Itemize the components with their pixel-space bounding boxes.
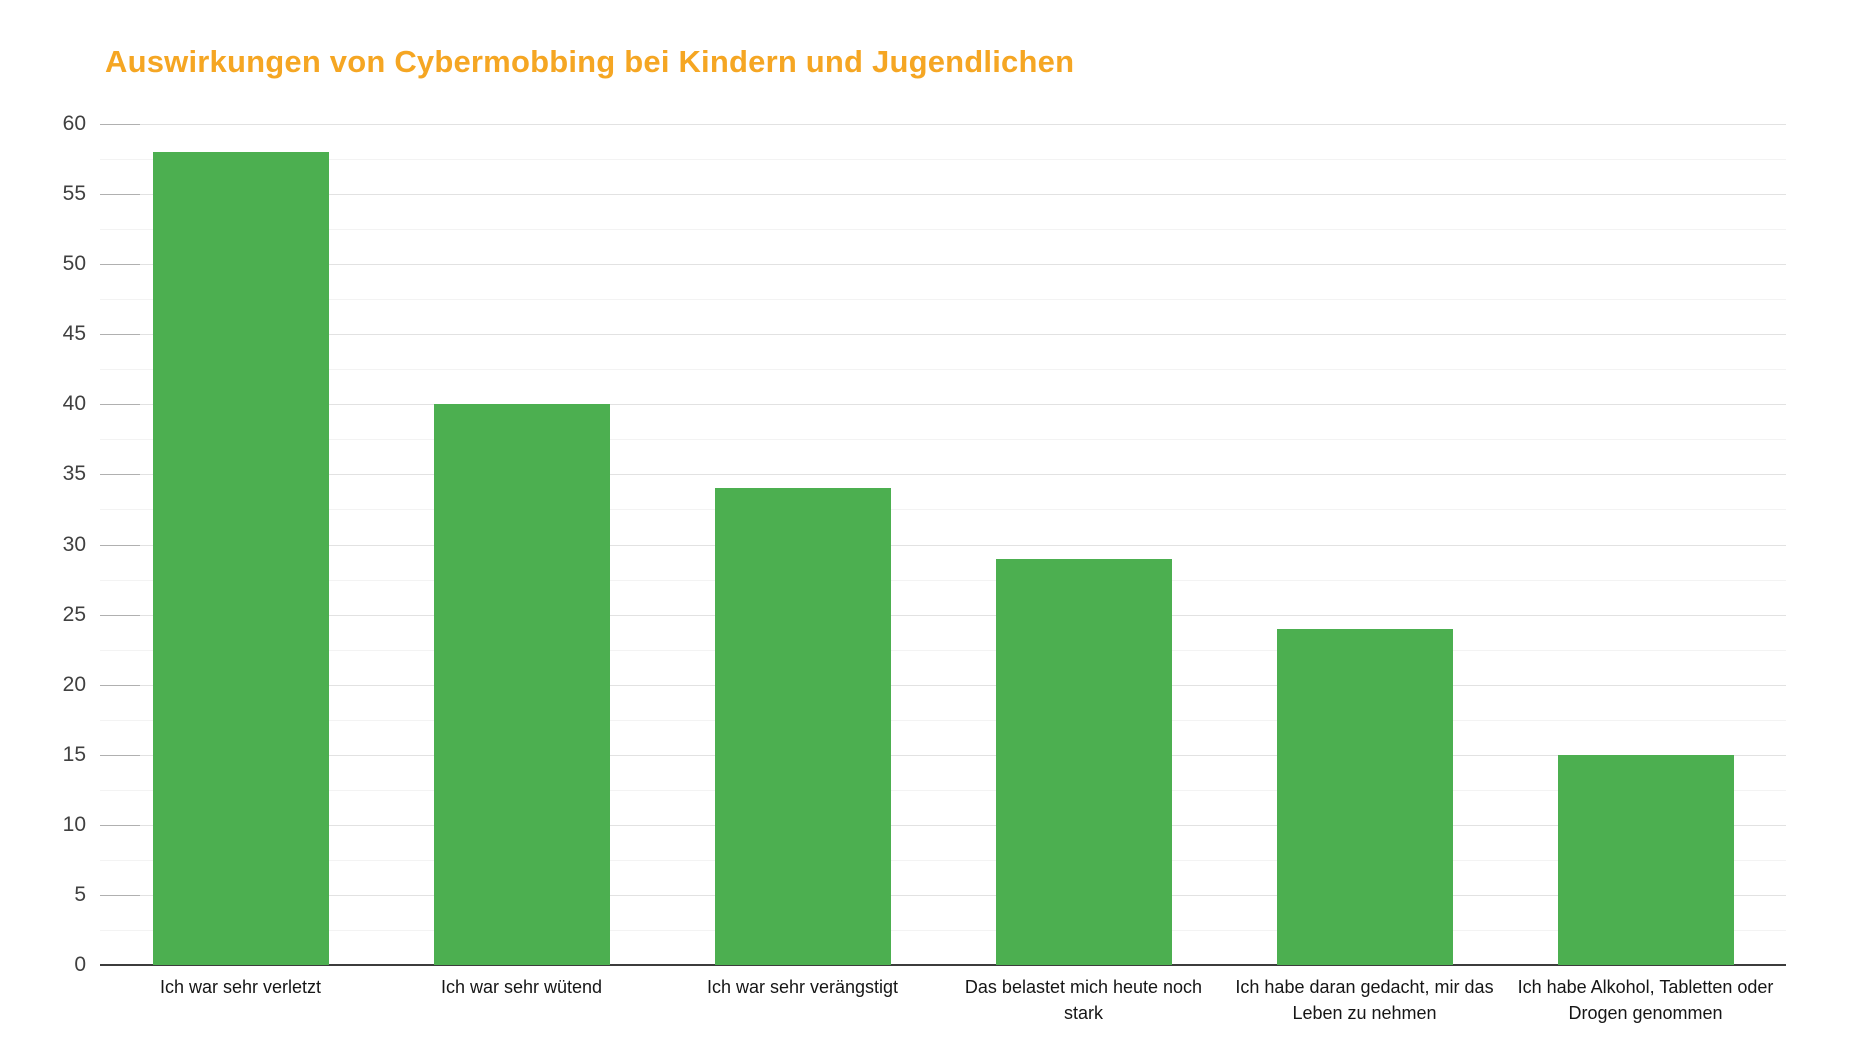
gridline-major	[100, 124, 1786, 125]
y-tick-mark	[100, 824, 140, 826]
y-tick-mark	[100, 544, 140, 546]
gridline-minor	[100, 299, 1786, 301]
y-axis-label: 25	[62, 602, 86, 626]
y-axis-label: 50	[62, 252, 86, 276]
gridline-minor	[100, 229, 1786, 231]
x-axis-baseline	[100, 964, 1786, 966]
y-tick-mark	[100, 194, 140, 196]
gridline-major	[100, 194, 1786, 196]
gridline-major	[100, 404, 1786, 406]
bar-4	[996, 559, 1172, 965]
y-axis-label: 5	[74, 882, 86, 906]
gridline-major	[100, 684, 1786, 686]
gridline-major	[100, 334, 1786, 336]
bar-1	[153, 152, 329, 965]
gridline-minor	[100, 859, 1786, 861]
y-tick-mark	[100, 754, 140, 756]
y-tick-mark	[100, 264, 140, 266]
gridline-minor	[100, 159, 1786, 161]
bar-3	[715, 488, 891, 965]
gridline-minor	[100, 509, 1786, 511]
y-axis-label: 0	[74, 953, 86, 976]
gridline-major	[100, 824, 1786, 826]
y-axis-label: 10	[62, 812, 86, 836]
gridline-minor	[100, 929, 1786, 931]
y-tick-mark	[100, 474, 140, 476]
x-axis-label: Das belastet mich heute noch stark	[964, 977, 1203, 1023]
y-tick-mark	[100, 894, 140, 896]
gridline-minor	[100, 579, 1786, 581]
y-axis-label: 60	[62, 112, 86, 135]
gridline-minor	[100, 439, 1786, 441]
y-tick-mark	[100, 614, 140, 616]
y-axis-label: 15	[62, 742, 86, 766]
y-tick-mark	[100, 334, 140, 336]
gridline-major	[100, 544, 1786, 546]
x-axis-label: Ich war sehr wütend	[440, 977, 603, 997]
plot-area	[100, 124, 1786, 966]
y-tick-mark	[100, 404, 140, 406]
y-axis-label: 20	[62, 672, 86, 696]
gridline-major	[100, 474, 1786, 476]
bar-2	[434, 404, 610, 965]
y-tick-mark	[100, 684, 140, 686]
bar-5	[1277, 629, 1453, 965]
y-tick-mark	[100, 124, 140, 125]
bar-6	[1558, 755, 1734, 965]
gridline-minor	[100, 719, 1786, 721]
y-axis-label: 35	[62, 462, 86, 486]
x-axis-label: Ich habe Alkohol, Tabletten oder Drogen …	[1517, 977, 1774, 1023]
y-axis-label: 30	[62, 532, 86, 556]
x-axis-label: Ich habe daran gedacht, mir das Leben zu…	[1235, 977, 1494, 1023]
chart-title: Auswirkungen von Cybermobbing bei Kinder…	[105, 44, 1075, 79]
x-axis-label: Ich war sehr verängstigt	[706, 977, 899, 997]
gridline-minor	[100, 369, 1786, 371]
x-axis-label: Ich war sehr verletzt	[159, 977, 322, 997]
y-axis-label: 45	[62, 322, 86, 346]
gridline-minor	[100, 789, 1786, 791]
gridline-major	[100, 614, 1786, 616]
gridline-major	[100, 894, 1786, 896]
y-axis-label: 40	[62, 392, 86, 416]
y-axis-label: 55	[62, 182, 86, 206]
gridline-minor	[100, 649, 1786, 651]
gridline-major	[100, 264, 1786, 266]
gridline-major	[100, 754, 1786, 756]
